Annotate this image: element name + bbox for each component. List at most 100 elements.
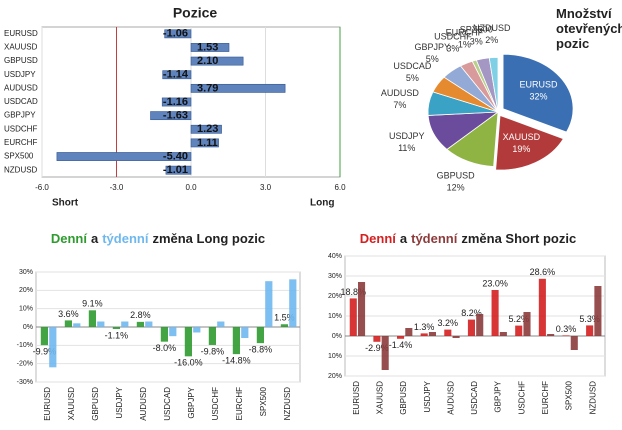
category-label: EURUSD: [4, 29, 38, 38]
x-tick-label: 6.0: [334, 183, 346, 192]
title-word: Denní: [51, 231, 88, 246]
title-word: týdenní: [102, 231, 149, 246]
bar: [190, 56, 244, 66]
chart-title: Denní a týdenní změna Short pozic: [360, 231, 576, 246]
pie-slice: [502, 53, 574, 133]
x-tick-label: -6.0: [35, 183, 49, 192]
x-tick-label: XAUUSD: [376, 381, 385, 415]
value-label: 3.79: [197, 82, 218, 94]
bar: [97, 321, 105, 327]
x-tick-label: USDCAD: [470, 381, 479, 415]
category-label: SPX500: [4, 152, 34, 161]
value-label: -2.9%: [365, 343, 389, 353]
pie-value: 32%: [530, 92, 548, 102]
y-tick-label: 0%: [23, 324, 33, 331]
bar: [586, 325, 594, 336]
pie-slice: [495, 114, 564, 171]
x-tick-label: 3.0: [260, 183, 272, 192]
x-tick-label: EURCHF: [541, 381, 550, 414]
category-label: XAUUSD: [4, 43, 38, 52]
pie-value: 3%: [470, 37, 483, 47]
value-label: -1.63: [163, 110, 188, 122]
pie-label: GBPUSD: [437, 171, 476, 181]
y-tick-label: 20%: [328, 373, 342, 380]
bar: [515, 325, 523, 336]
value-label: 1.3%: [414, 322, 435, 332]
x-tick-label: USDCHF: [517, 381, 526, 414]
bar: [56, 152, 192, 161]
value-label: 23.0%: [482, 278, 508, 288]
y-tick-label: 10%: [328, 313, 342, 320]
bar: [184, 327, 192, 357]
bar: [476, 314, 484, 336]
value-label: 3.6%: [58, 309, 79, 319]
bar: [280, 324, 288, 327]
bar: [208, 327, 216, 345]
bar: [193, 327, 201, 333]
title-word: změna Short pozic: [461, 231, 576, 246]
bar: [373, 336, 381, 342]
value-label: 1.5%: [274, 313, 295, 323]
category-label: USDJPY: [4, 70, 36, 79]
pie-value: 1%: [458, 39, 471, 49]
bar: [349, 298, 357, 336]
bar: [73, 323, 81, 327]
bar: [190, 124, 222, 134]
y-tick-label: 20%: [328, 293, 342, 300]
title-word: týdenní: [411, 231, 458, 246]
value-label: 9.1%: [82, 299, 103, 309]
bar: [49, 327, 57, 368]
bar: [491, 290, 499, 336]
bar: [405, 328, 413, 336]
title-word: a: [91, 231, 99, 246]
axis-label: Short: [52, 198, 79, 209]
category-label: USDCHF: [4, 124, 37, 133]
bar: [256, 327, 264, 344]
value-label: 5.3%: [579, 314, 600, 324]
x-tick-label: USDJPY: [423, 380, 432, 412]
bar: [190, 83, 286, 93]
y-tick-label: -20%: [17, 361, 33, 368]
value-label: 28.6%: [530, 267, 556, 277]
y-tick-label: 40%: [328, 253, 342, 260]
x-tick-label: EURUSD: [352, 381, 361, 415]
bar: [232, 327, 240, 355]
bar: [289, 279, 297, 327]
bar: [136, 321, 144, 327]
x-tick-label: SPX500: [259, 386, 268, 416]
category-label: EURCHF: [4, 138, 37, 147]
category-label: GBPJPY: [4, 111, 36, 120]
x-tick-label: 0.0: [185, 183, 197, 192]
pie-label: USDJPY: [389, 131, 425, 141]
pie-value: 5%: [406, 73, 419, 83]
value-label: -8.0%: [153, 343, 177, 353]
title-word: změna Long pozic: [152, 231, 265, 246]
bar: [562, 335, 570, 336]
bar: [241, 327, 249, 338]
value-label: -1.4%: [389, 340, 413, 350]
pie-slice: [488, 56, 499, 113]
value-label: -9.8%: [201, 346, 225, 356]
pie-value: 7%: [393, 100, 406, 110]
y-tick-label: 0%: [332, 333, 342, 340]
pie-label: SPX500: [460, 25, 493, 35]
bar: [162, 70, 192, 80]
x-tick-label: AUDUSD: [139, 387, 148, 421]
bar: [190, 43, 230, 52]
pie-title: Množství otevřených pozic: [556, 6, 622, 51]
pie-value: 5%: [426, 54, 439, 64]
value-label: 18.8%: [341, 287, 367, 297]
value-label: 1.11: [197, 137, 218, 149]
chart-title: Pozice: [173, 5, 218, 21]
x-tick-label: NZDUSD: [588, 381, 597, 415]
value-label: -1.1%: [105, 330, 129, 340]
value-label: -9.9%: [33, 347, 57, 357]
bar: [64, 320, 72, 327]
bar: [358, 282, 366, 336]
value-label: 2.10: [197, 55, 218, 67]
value-label: 1.23: [197, 123, 218, 135]
category-label: NZDUSD: [4, 165, 38, 174]
x-tick-label: GBPUSD: [91, 387, 100, 421]
